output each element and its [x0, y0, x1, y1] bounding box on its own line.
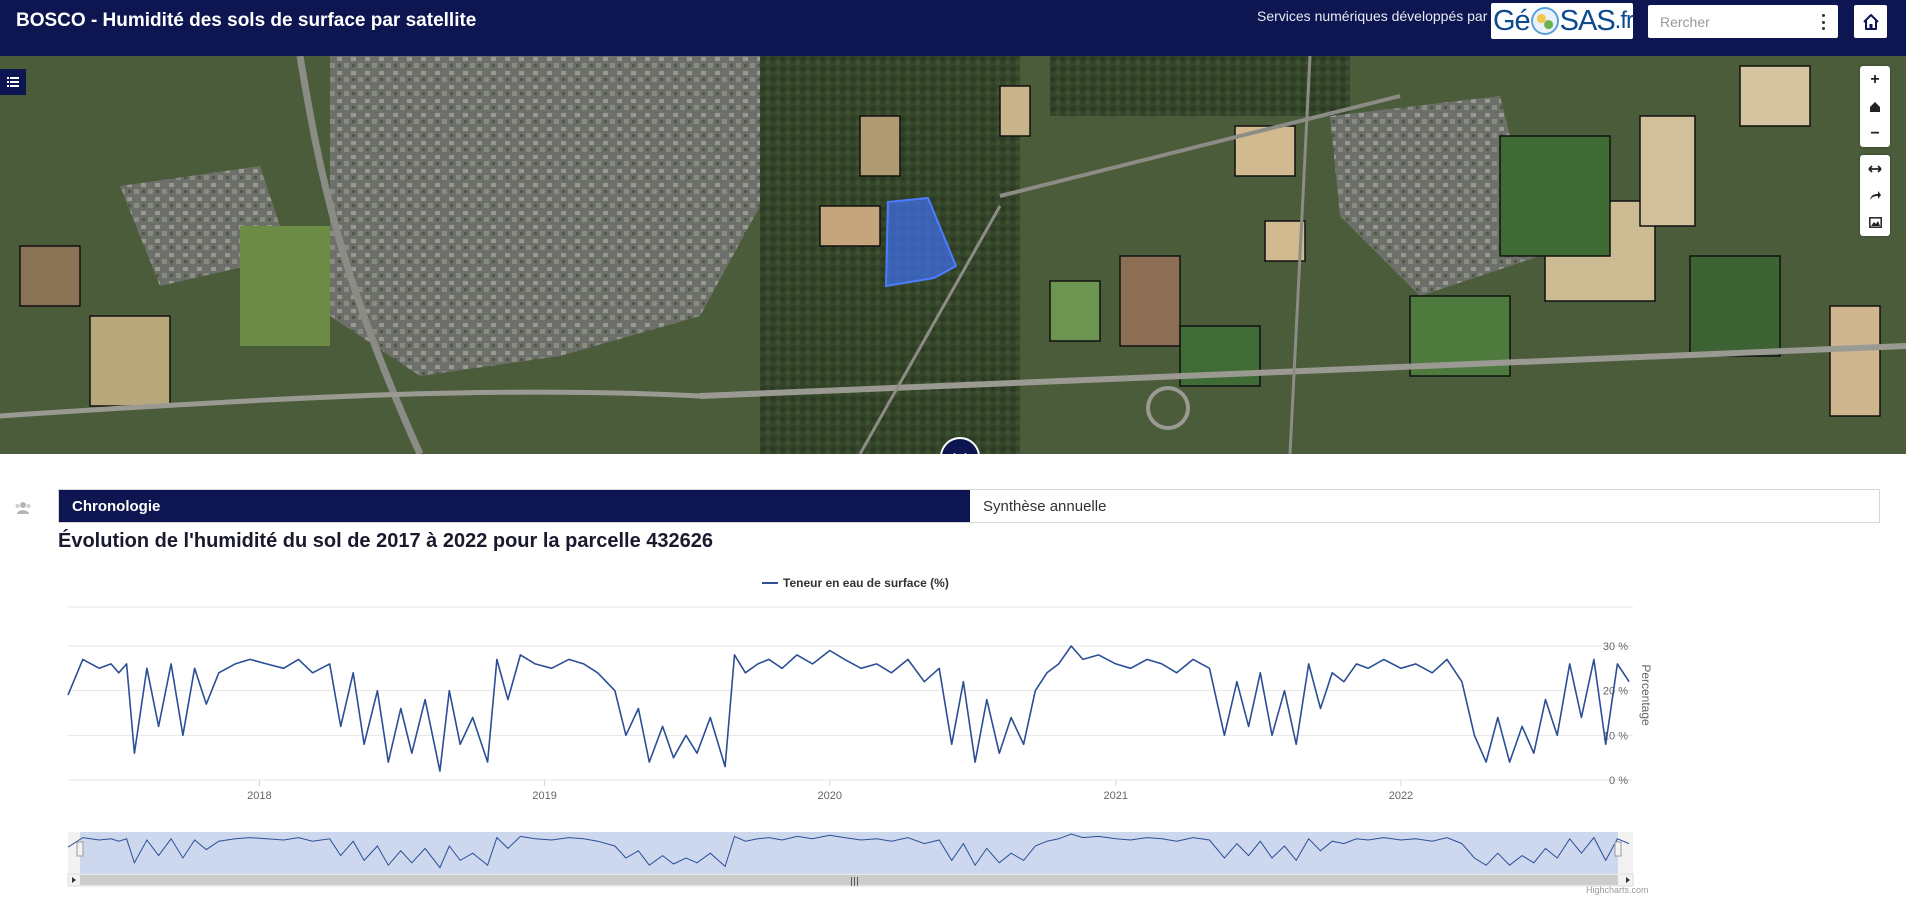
- navigator-handle-right[interactable]: [1614, 841, 1622, 857]
- y-tick-label: 10 %: [1603, 730, 1628, 742]
- plus-icon: +: [1870, 70, 1880, 88]
- series-line-teneur[interactable]: [67, 645, 1630, 772]
- navigator-handle-left[interactable]: [76, 841, 84, 857]
- moisture-chart[interactable]: Teneur en eau de surface (%) 0 % 10 % 20 %…: [0, 560, 1906, 890]
- scroll-left-arrow-icon[interactable]: [72, 877, 76, 883]
- home-view-button[interactable]: [1860, 93, 1890, 120]
- share-icon: [1869, 191, 1881, 200]
- globe-icon: [1530, 7, 1559, 35]
- home-icon: [1870, 101, 1880, 112]
- y-tick-labels: 0 % 10 % 20 % 30 %: [1603, 641, 1628, 787]
- x-tick-label: 2021: [1104, 790, 1128, 802]
- minus-icon: −: [1870, 124, 1880, 142]
- logo-text-fr: .fr: [1614, 7, 1634, 34]
- home-button[interactable]: [1854, 5, 1887, 38]
- chevron-down-icon: [953, 452, 967, 454]
- search-input[interactable]: [1648, 5, 1808, 38]
- x-tick-label: 2019: [532, 790, 556, 802]
- chart-tabs: Chronologie Synthèse annuelle: [58, 489, 1880, 523]
- scrollbar-thumb[interactable]: [80, 875, 1618, 885]
- chart-title: Évolution de l'humidité du sol de 2017 à…: [58, 530, 713, 552]
- zoom-out-button[interactable]: −: [1860, 120, 1890, 147]
- export-image-button[interactable]: [1860, 209, 1890, 236]
- logo-text-sas: SAS: [1559, 4, 1616, 37]
- x-tick-label: 2018: [247, 790, 271, 802]
- legend-label: Teneur en eau de surface (%): [783, 576, 949, 590]
- satellite-imagery: [0, 56, 1906, 454]
- chart-legend[interactable]: Teneur en eau de surface (%): [762, 576, 949, 590]
- geosas-logo[interactable]: Gé SAS .fr: [1491, 3, 1634, 39]
- share-button[interactable]: [1860, 182, 1890, 209]
- tab-synthese-annuelle[interactable]: Synthèse annuelle: [970, 490, 1879, 522]
- scrollbar[interactable]: |||: [67, 873, 1634, 887]
- y-gridlines: [68, 645, 1633, 781]
- logo-text-ge: Gé: [1493, 4, 1531, 37]
- zoom-in-button[interactable]: +: [1860, 66, 1890, 93]
- map-view[interactable]: + −: [0, 56, 1906, 454]
- x-tick-labels: 2018 2019 2020 2021 2022: [247, 780, 1413, 802]
- app-title: BOSCO - Humidité des sols de surface par…: [16, 10, 477, 31]
- home-icon: [1862, 13, 1879, 30]
- y-tick-label: 20 %: [1603, 686, 1628, 698]
- tab-chronologie[interactable]: Chronologie: [59, 490, 970, 522]
- navigator[interactable]: [67, 832, 1633, 874]
- measure-icon: [1868, 164, 1882, 173]
- kebab-menu-icon[interactable]: [1816, 12, 1830, 32]
- image-icon: [1868, 217, 1882, 228]
- navigator-series-line: [67, 833, 1630, 869]
- map-toolbar: + −: [1860, 66, 1890, 244]
- x-tick-label: 2022: [1389, 790, 1413, 802]
- search-box: [1648, 5, 1838, 38]
- highcharts-credit[interactable]: Highcharts.com: [1586, 885, 1649, 895]
- scroll-right-arrow-icon[interactable]: [1626, 877, 1630, 883]
- users-icon[interactable]: [14, 500, 32, 516]
- y-axis-label: Percentage: [1639, 664, 1653, 726]
- scrollbar-grip-icon: |||: [850, 877, 859, 887]
- layers-button[interactable]: [0, 69, 26, 95]
- list-icon: [7, 77, 19, 87]
- y-tick-label: 0 %: [1609, 775, 1628, 787]
- x-tick-label: 2020: [818, 790, 842, 802]
- measure-button[interactable]: [1860, 155, 1890, 182]
- credit-text: Services numériques développés par: [1257, 8, 1488, 24]
- y-tick-label: 30 %: [1603, 641, 1628, 653]
- app-header: BOSCO - Humidité des sols de surface par…: [0, 0, 1906, 56]
